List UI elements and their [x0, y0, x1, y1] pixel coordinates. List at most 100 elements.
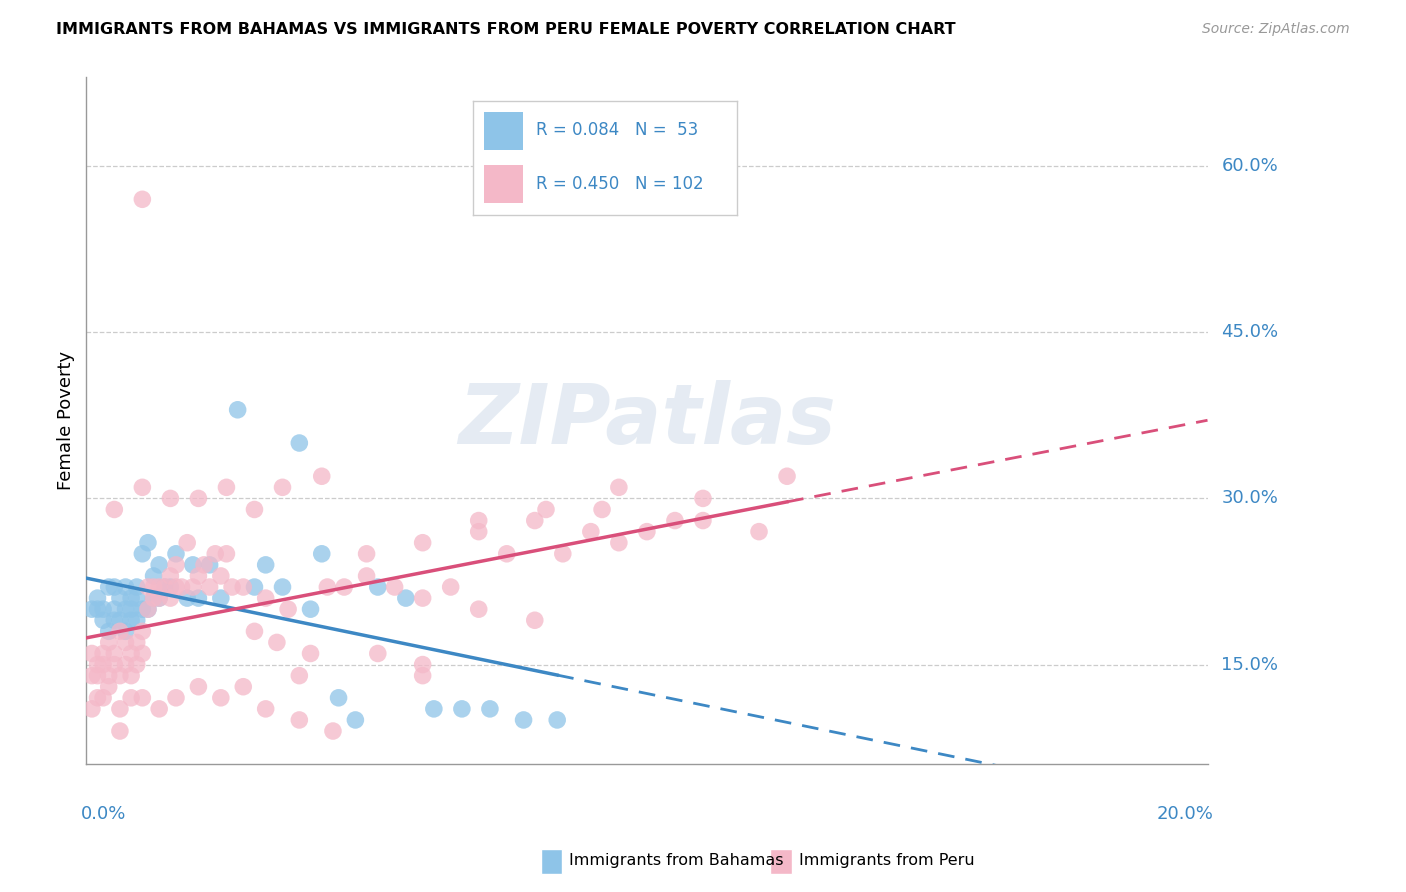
Point: [142, 591, 165, 606]
Point: [299, 602, 322, 616]
Point: [395, 591, 418, 606]
Point: [776, 469, 799, 483]
Point: [165, 558, 187, 572]
Point: [97, 680, 120, 694]
Point: [288, 713, 311, 727]
Point: [176, 535, 198, 549]
Point: [523, 514, 546, 528]
Point: [114, 635, 136, 649]
Point: [412, 591, 434, 606]
Point: [232, 680, 254, 694]
Point: [142, 591, 165, 606]
Point: [108, 668, 131, 682]
Text: IMMIGRANTS FROM BAHAMAS VS IMMIGRANTS FROM PERU FEMALE POVERTY CORRELATION CHART: IMMIGRANTS FROM BAHAMAS VS IMMIGRANTS FR…: [56, 22, 956, 37]
Point: [86, 668, 108, 682]
Point: [114, 602, 136, 616]
Point: [170, 580, 193, 594]
Point: [148, 591, 170, 606]
Point: [344, 713, 367, 727]
Point: [209, 690, 232, 705]
Point: [692, 491, 714, 506]
Point: [80, 702, 103, 716]
Point: [209, 591, 232, 606]
Point: [125, 635, 148, 649]
Point: [114, 624, 136, 639]
Point: [367, 647, 389, 661]
Point: [748, 524, 770, 539]
Point: [534, 502, 557, 516]
Point: [125, 613, 148, 627]
Point: [86, 690, 108, 705]
Point: [153, 580, 176, 594]
Text: 30.0%: 30.0%: [1222, 490, 1278, 508]
Point: [131, 192, 153, 206]
Point: [664, 514, 686, 528]
Point: [215, 547, 238, 561]
Point: [243, 624, 266, 639]
Point: [91, 647, 114, 661]
Point: [159, 569, 181, 583]
Point: [316, 580, 339, 594]
Point: [478, 702, 501, 716]
Point: [103, 502, 125, 516]
Point: [108, 591, 131, 606]
Point: [254, 702, 277, 716]
Point: [120, 690, 142, 705]
Point: [97, 635, 120, 649]
Point: [136, 602, 159, 616]
Point: [546, 713, 568, 727]
Text: ZIPatlas: ZIPatlas: [458, 380, 835, 461]
Point: [120, 668, 142, 682]
Point: [636, 524, 658, 539]
Point: [523, 613, 546, 627]
Point: [148, 591, 170, 606]
Point: [288, 436, 311, 450]
Point: [80, 602, 103, 616]
Point: [108, 724, 131, 739]
Point: [131, 624, 153, 639]
Point: [467, 524, 489, 539]
Point: [103, 647, 125, 661]
Text: Immigrants from Bahamas: Immigrants from Bahamas: [569, 854, 785, 868]
Point: [232, 580, 254, 594]
Point: [86, 591, 108, 606]
Point: [86, 602, 108, 616]
Point: [243, 580, 266, 594]
Point: [512, 713, 534, 727]
Point: [451, 702, 474, 716]
Point: [131, 547, 153, 561]
Point: [423, 702, 446, 716]
Point: [108, 624, 131, 639]
Point: [356, 547, 378, 561]
Point: [271, 480, 294, 494]
Point: [198, 558, 221, 572]
Point: [328, 690, 350, 705]
Point: [136, 602, 159, 616]
Point: [187, 491, 209, 506]
Point: [209, 569, 232, 583]
Point: [579, 524, 602, 539]
Point: [181, 558, 204, 572]
Text: 20.0%: 20.0%: [1156, 805, 1213, 823]
Point: [266, 635, 288, 649]
Point: [221, 580, 243, 594]
Point: [142, 569, 165, 583]
Point: [120, 591, 142, 606]
Point: [136, 580, 159, 594]
Point: [131, 480, 153, 494]
Point: [114, 580, 136, 594]
Point: [142, 580, 165, 594]
Point: [692, 514, 714, 528]
Point: [198, 580, 221, 594]
Point: [159, 591, 181, 606]
Text: 0.0%: 0.0%: [80, 805, 127, 823]
Point: [120, 602, 142, 616]
Point: [131, 690, 153, 705]
Point: [607, 535, 630, 549]
Point: [125, 580, 148, 594]
Point: [412, 657, 434, 672]
Text: Source: ZipAtlas.com: Source: ZipAtlas.com: [1202, 22, 1350, 37]
Point: [120, 613, 142, 627]
Point: [333, 580, 356, 594]
Point: [551, 547, 574, 561]
